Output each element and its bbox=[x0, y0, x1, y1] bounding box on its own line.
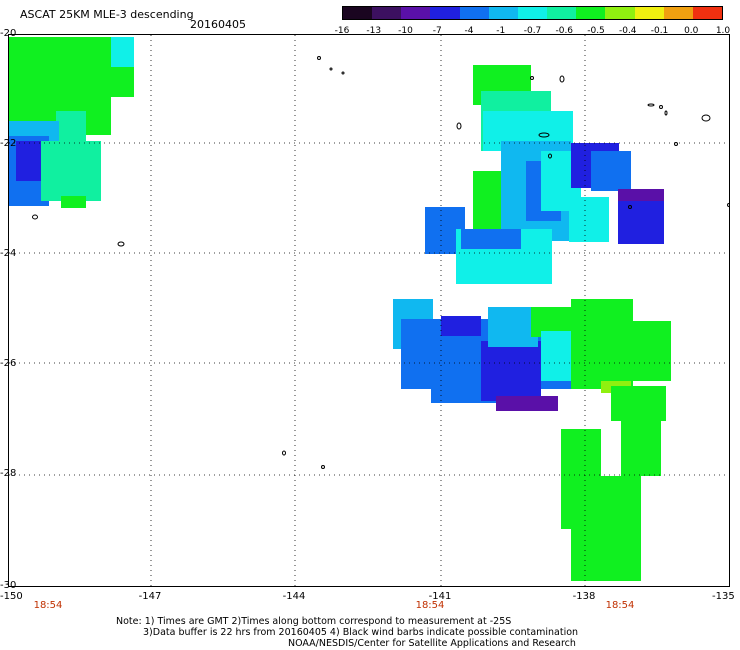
chart-title: ASCAT 25KM MLE-3 descending bbox=[20, 8, 194, 21]
colorbar-segment bbox=[488, 7, 518, 19]
colorbar-label: -10 bbox=[398, 26, 413, 36]
island-outline bbox=[329, 67, 333, 71]
lat-label: -22 bbox=[0, 138, 17, 149]
lat-label: -26 bbox=[0, 358, 17, 369]
colorbar-label: -0.5 bbox=[587, 26, 605, 36]
island-outline bbox=[647, 103, 655, 107]
colorbar-label: 0.0 bbox=[684, 26, 699, 36]
colorbar-segment bbox=[634, 7, 664, 19]
colorbar-segment bbox=[343, 7, 373, 19]
island-outline bbox=[664, 110, 668, 116]
colorbar-label: -0.1 bbox=[650, 26, 669, 36]
time-label: 18:54 bbox=[415, 600, 445, 611]
colorbar-label: 1.0 bbox=[715, 26, 731, 36]
colorbar-label: -0.4 bbox=[618, 26, 637, 36]
lon-label: -150 bbox=[0, 591, 23, 602]
wind-cell bbox=[586, 321, 671, 381]
colorbar-segment bbox=[459, 7, 489, 19]
island-outlines bbox=[32, 56, 729, 469]
wind-cell bbox=[61, 196, 86, 208]
island-outline bbox=[530, 76, 534, 80]
wind-cell bbox=[618, 189, 664, 201]
colorbar-segment bbox=[663, 7, 693, 19]
chart-date: 20160405 bbox=[190, 18, 246, 31]
colorbar-label: -7 bbox=[432, 26, 442, 36]
wind-cell bbox=[496, 396, 558, 411]
island-outline bbox=[548, 153, 552, 159]
lon-label: -144 bbox=[282, 591, 306, 602]
wind-cell bbox=[569, 197, 609, 242]
colorbar-segment bbox=[401, 7, 431, 19]
colorbar-label: -0.7 bbox=[523, 26, 542, 36]
lat-label: -24 bbox=[0, 248, 17, 259]
wind-cell bbox=[441, 316, 481, 336]
colorbar-label: -13 bbox=[366, 26, 382, 36]
colorbar-label: -4 bbox=[464, 26, 474, 36]
time-label: 18:54 bbox=[605, 600, 635, 611]
gridlines bbox=[9, 35, 729, 586]
wind-cell bbox=[56, 111, 86, 141]
lon-label: -147 bbox=[138, 591, 162, 602]
lon-label: -135 bbox=[712, 591, 735, 602]
colorbar-segment bbox=[576, 7, 606, 19]
lat-label: -28 bbox=[0, 468, 17, 479]
colorbar-label: -0.6 bbox=[555, 26, 574, 36]
island-outline bbox=[321, 465, 325, 469]
wind-cell bbox=[591, 151, 631, 191]
island-outline bbox=[456, 122, 462, 130]
data-swaths bbox=[9, 37, 671, 581]
wind-cell bbox=[41, 141, 101, 201]
colorbar-labels: -16 -13 -10 -7 -4 -1 -0.7 -0.6 -0.5 -0.4 -0.1 0.0 1.… bbox=[334, 26, 731, 38]
colorbar-segment bbox=[372, 7, 402, 19]
time-label: 18:54 bbox=[33, 600, 63, 611]
colorbar-segment bbox=[517, 7, 548, 19]
island-outline bbox=[559, 75, 565, 83]
colorbar-segment bbox=[692, 7, 723, 19]
wind-cell bbox=[571, 476, 641, 581]
lon-label: -138 bbox=[572, 591, 596, 602]
island-outline bbox=[538, 132, 550, 138]
wind-cell bbox=[488, 307, 538, 347]
island-outline bbox=[341, 71, 345, 75]
colorbar-label: -1 bbox=[496, 26, 506, 36]
island-outline bbox=[628, 205, 632, 209]
colorbar-segment bbox=[430, 7, 460, 19]
wind-cell bbox=[481, 341, 541, 401]
wind-cell bbox=[111, 37, 134, 67]
colorbar bbox=[342, 6, 723, 20]
wind-cell bbox=[461, 229, 521, 249]
island-outline bbox=[659, 105, 663, 109]
colorbar-segment bbox=[605, 7, 635, 19]
lat-label: -20 bbox=[0, 28, 17, 39]
island-outline bbox=[317, 56, 321, 60]
note-line-1: Note: 1) Times are GMT 2)Times along bot… bbox=[116, 616, 512, 627]
colorbar-label: -16 bbox=[334, 26, 350, 36]
note-line-2: 3)Data buffer is 22 hrs from 20160405 4)… bbox=[143, 627, 579, 638]
map-svg bbox=[9, 35, 729, 586]
map-plot bbox=[8, 34, 730, 587]
island-outline bbox=[32, 214, 38, 220]
colorbar-segment bbox=[547, 7, 577, 19]
island-outline bbox=[282, 450, 286, 456]
wind-cell bbox=[621, 411, 661, 476]
island-outline bbox=[727, 203, 729, 207]
island-outline bbox=[674, 142, 678, 146]
lon-label: -141 bbox=[428, 591, 452, 602]
island-outline bbox=[117, 241, 125, 247]
note-line-3: NOAA/NESDIS/Center for Satellite Applica… bbox=[288, 638, 576, 649]
lat-label: -30 bbox=[0, 580, 17, 591]
island-outline bbox=[701, 114, 711, 122]
